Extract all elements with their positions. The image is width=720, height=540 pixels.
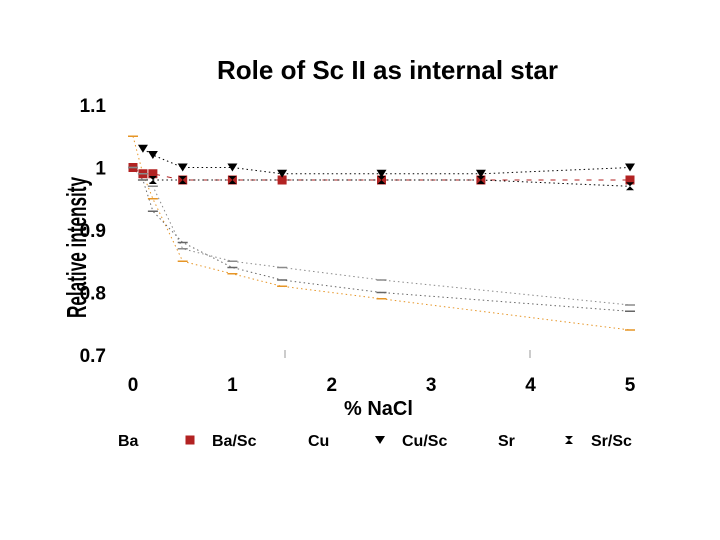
marker-cu-sc bbox=[137, 144, 148, 153]
marker-cu-sc bbox=[227, 163, 238, 172]
series-markers bbox=[128, 135, 635, 331]
series-line-ba bbox=[132, 136, 631, 331]
x-tick-label: 3 bbox=[426, 375, 437, 396]
y-tick-label: 0.9 bbox=[80, 221, 106, 242]
legend-label: Ba bbox=[118, 433, 139, 450]
y-tick-label: 0.7 bbox=[80, 346, 106, 367]
legend: Ba Ba/Sc Cu Cu/Sc Sr Sr/Sc bbox=[118, 433, 632, 450]
marker-ba-sc bbox=[277, 175, 287, 185]
x-axis-label: % NaCl bbox=[344, 398, 413, 420]
y-ticks: 0.7 0.8 0.9 1 1.1 bbox=[80, 96, 107, 367]
marker-cu-sc bbox=[475, 169, 486, 178]
y-axis-label: Relative intensity bbox=[61, 177, 92, 318]
marker-cu-sc-legend bbox=[375, 436, 385, 444]
x-tick-label: 2 bbox=[327, 375, 338, 396]
x-tick-label: 1 bbox=[227, 375, 238, 396]
marker-ba-sc bbox=[625, 175, 635, 185]
marker-sr-sc bbox=[626, 182, 634, 191]
marker-cu-sc bbox=[177, 163, 188, 172]
marker-sr-sc bbox=[178, 176, 187, 184]
x-ticks: 0 1 2 3 4 5 bbox=[128, 375, 636, 396]
marker-cu-sc bbox=[376, 169, 387, 178]
marker-ba-sc-legend bbox=[185, 435, 195, 445]
x-tick-label: 5 bbox=[625, 375, 636, 396]
marker-sr-sc bbox=[476, 176, 485, 184]
legend-label: Ba/Sc bbox=[212, 433, 257, 450]
y-tick-label: 1.1 bbox=[80, 96, 107, 117]
marker-ba-sc bbox=[148, 169, 158, 179]
x-tick-label: 4 bbox=[525, 375, 536, 396]
marker-sr-sc bbox=[228, 176, 237, 184]
marker-cu-sc bbox=[277, 169, 288, 178]
marker-sr-sc-legend bbox=[565, 436, 573, 444]
legend-label: Cu/Sc bbox=[402, 433, 447, 450]
series-line-sr bbox=[132, 167, 631, 306]
y-tick-label: 1 bbox=[95, 159, 106, 180]
series-line-sr-sc bbox=[152, 179, 631, 187]
series-line-cu-sc bbox=[142, 148, 631, 175]
series-line-cu bbox=[132, 167, 631, 312]
series-lines bbox=[132, 136, 631, 331]
legend-label: Cu bbox=[308, 433, 329, 450]
marker-sr-sc bbox=[377, 176, 386, 184]
legend-label: Sr bbox=[498, 433, 515, 450]
legend-label: Sr/Sc bbox=[591, 433, 632, 450]
x-tick-label: 0 bbox=[128, 375, 139, 396]
marker-sr-sc bbox=[148, 176, 157, 184]
chart-title: Role of Sc II as internal star bbox=[217, 55, 558, 85]
marker-cu-sc bbox=[147, 151, 158, 159]
marker-cu-sc bbox=[625, 163, 635, 172]
y-tick-label: 0.8 bbox=[80, 284, 106, 305]
